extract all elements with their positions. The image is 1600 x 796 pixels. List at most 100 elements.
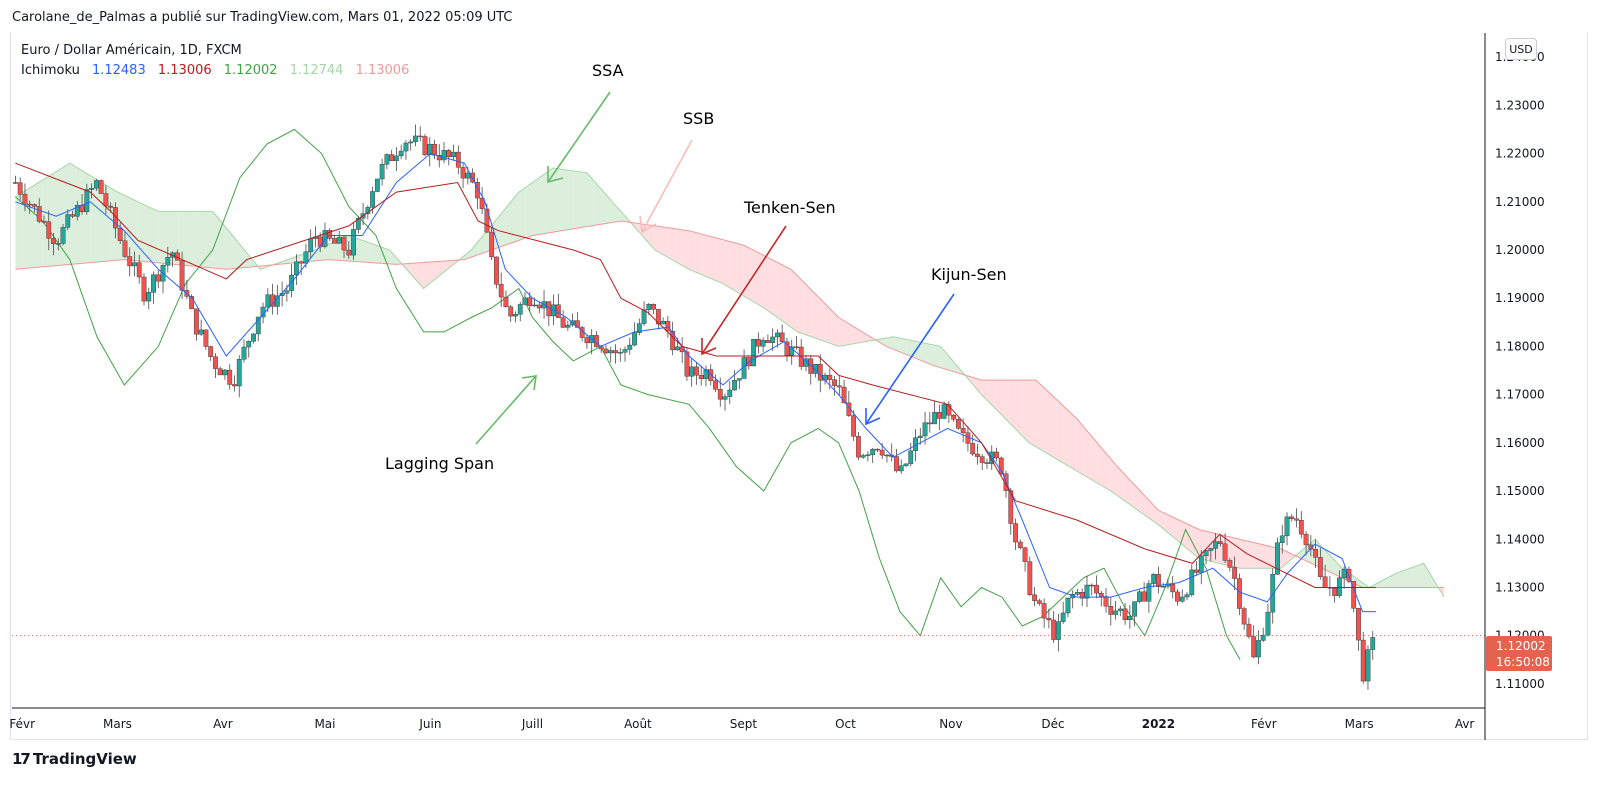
- candle-down: [713, 380, 718, 390]
- annotation-tenken-sen: Tenken-Sen: [743, 198, 836, 217]
- lagging-span-line: [15, 128, 1241, 661]
- cloud-segment: [722, 239, 730, 288]
- candle-up: [84, 189, 90, 212]
- cloud-segment: [1090, 434, 1098, 483]
- candle-up: [1265, 611, 1271, 636]
- candle-down: [498, 284, 504, 298]
- candle-down: [27, 203, 33, 206]
- candle-down: [189, 296, 195, 310]
- candle-down: [1313, 549, 1318, 558]
- candle-up: [1256, 640, 1261, 658]
- candle-up: [384, 154, 390, 165]
- cloud-segment: [205, 211, 213, 268]
- y-tick-label: 1.18000: [1495, 339, 1545, 353]
- candle-up: [1127, 616, 1133, 621]
- cloud-segment: [151, 208, 159, 263]
- candle-up: [1146, 583, 1152, 602]
- candle-up: [1136, 591, 1142, 602]
- cloud-segment: [525, 182, 533, 238]
- currency-button[interactable]: USD: [1505, 38, 1537, 60]
- candle-down: [1356, 608, 1361, 641]
- chart-frame[interactable]: [10, 32, 1588, 740]
- cloud-segment: [634, 222, 642, 235]
- candle-down: [951, 414, 957, 420]
- candle-down: [117, 227, 123, 241]
- cloud-segment: [913, 340, 921, 361]
- candle-down: [536, 304, 542, 309]
- candle-up: [255, 316, 261, 335]
- candle-up: [932, 412, 937, 425]
- candle-down: [598, 346, 604, 350]
- candle-down: [193, 308, 199, 335]
- candle-down: [1232, 567, 1238, 579]
- cloud-segment: [1131, 481, 1139, 511]
- indicator-legend[interactable]: Ichimoku 1.12483 1.13006 1.12002 1.12744…: [21, 63, 417, 78]
- arrow-ssb: [639, 139, 693, 234]
- cloud-segment: [1260, 544, 1268, 569]
- candle-up: [246, 341, 252, 348]
- cloud-segment: [688, 230, 696, 273]
- candle-up: [1341, 568, 1347, 579]
- cloud-segment: [137, 201, 145, 262]
- candle-down: [213, 356, 218, 369]
- candle-up: [513, 314, 518, 317]
- candle-up: [289, 274, 295, 291]
- cloud-segment: [1389, 573, 1397, 588]
- candle-down: [227, 369, 233, 385]
- cloud-segment: [893, 336, 900, 352]
- cloud-segment: [614, 203, 621, 223]
- candle-down: [1122, 608, 1128, 621]
- arrow-ssa: [547, 91, 611, 184]
- y-tick-label: 1.15000: [1495, 484, 1545, 498]
- candle-up: [379, 164, 385, 180]
- candle-down: [555, 304, 561, 318]
- cloud-segment: [906, 339, 914, 358]
- cloud-segment: [818, 296, 826, 342]
- candle-down: [217, 368, 223, 376]
- candle-up: [303, 251, 309, 264]
- candle-up: [1189, 569, 1195, 595]
- candle-up: [1179, 596, 1185, 602]
- cloud-segment: [1110, 458, 1118, 496]
- cloud-segment: [158, 211, 166, 264]
- cloud-segment: [668, 227, 676, 262]
- x-tick-label: Oct: [835, 717, 856, 731]
- candle-down: [855, 436, 861, 458]
- candle-up: [751, 338, 757, 367]
- cloud-segment: [1042, 386, 1050, 455]
- candle-up: [622, 349, 628, 353]
- indicator-value-ssa: 1.12744: [289, 63, 344, 78]
- cloud-segment: [1206, 531, 1213, 562]
- candle-down: [46, 221, 52, 239]
- cloud-segment: [865, 333, 873, 342]
- candle-up: [374, 178, 380, 192]
- candle-up: [1365, 649, 1371, 682]
- candle-up: [1117, 608, 1123, 612]
- candle-down: [955, 419, 961, 429]
- candle-up: [732, 380, 737, 391]
- symbol-title[interactable]: Euro / Dollar Américain, 1D, FXCM: [21, 43, 242, 58]
- candle-up: [898, 465, 904, 472]
- candle-down: [1017, 541, 1023, 548]
- candle-up: [617, 352, 623, 354]
- cloud-segment: [1178, 519, 1186, 548]
- cloud-segment: [437, 261, 445, 278]
- candle-down: [984, 462, 990, 464]
- cloud-segment: [593, 180, 601, 226]
- candle-up: [322, 230, 328, 247]
- candle-up: [408, 141, 414, 144]
- candle-up: [917, 435, 923, 438]
- candle-up: [770, 336, 776, 343]
- candle-down: [341, 236, 347, 251]
- candle-down: [1051, 619, 1057, 640]
- candle-down: [1217, 541, 1223, 545]
- tradingview-footer[interactable]: 17 TradingView: [12, 750, 137, 768]
- cloud-segment: [1049, 393, 1057, 459]
- cloud-segment: [1165, 513, 1173, 537]
- candle-down: [1241, 608, 1247, 625]
- candle-down: [327, 230, 333, 239]
- candle-up: [55, 243, 61, 245]
- candle-up: [398, 150, 404, 157]
- cloud-segment: [1083, 426, 1091, 479]
